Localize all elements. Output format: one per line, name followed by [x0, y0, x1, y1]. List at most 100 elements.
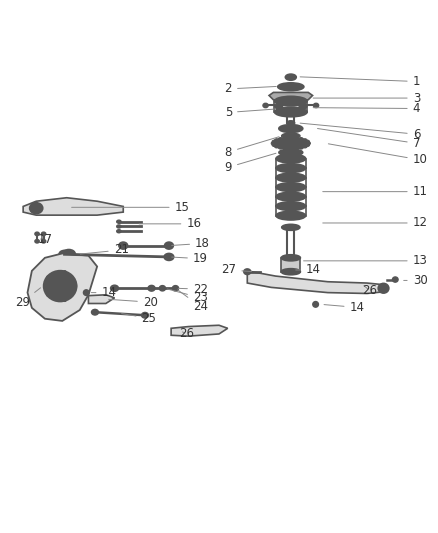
Text: 11: 11 — [323, 185, 427, 198]
Ellipse shape — [59, 251, 70, 258]
Ellipse shape — [294, 147, 298, 150]
Polygon shape — [269, 92, 313, 100]
Ellipse shape — [49, 276, 71, 296]
Ellipse shape — [381, 286, 386, 290]
Ellipse shape — [165, 242, 173, 249]
Text: 14: 14 — [91, 286, 117, 299]
Text: 16: 16 — [139, 217, 201, 230]
Text: 4: 4 — [313, 102, 420, 115]
Text: 14: 14 — [296, 263, 321, 277]
Polygon shape — [247, 271, 385, 294]
Ellipse shape — [276, 154, 306, 163]
Ellipse shape — [141, 312, 148, 318]
Ellipse shape — [271, 142, 276, 145]
Ellipse shape — [273, 138, 308, 149]
Polygon shape — [88, 295, 115, 303]
Ellipse shape — [276, 192, 306, 201]
Text: 12: 12 — [323, 216, 427, 230]
Text: 1: 1 — [300, 75, 420, 88]
Ellipse shape — [278, 83, 304, 91]
Ellipse shape — [392, 277, 398, 282]
Text: 15: 15 — [72, 201, 190, 214]
Ellipse shape — [62, 249, 75, 259]
Text: 27: 27 — [221, 263, 251, 277]
Bar — [281, 258, 300, 272]
Text: 30: 30 — [404, 274, 427, 287]
Text: 5: 5 — [225, 106, 274, 119]
Ellipse shape — [62, 271, 67, 275]
Text: 17: 17 — [38, 232, 53, 246]
Text: 7: 7 — [318, 128, 420, 150]
Ellipse shape — [263, 103, 268, 108]
Ellipse shape — [275, 107, 307, 117]
Ellipse shape — [35, 232, 39, 236]
Ellipse shape — [378, 284, 389, 293]
Text: 9: 9 — [225, 154, 276, 174]
Ellipse shape — [34, 206, 39, 211]
Text: 10: 10 — [328, 144, 427, 166]
Ellipse shape — [35, 239, 39, 243]
Ellipse shape — [289, 136, 293, 140]
Ellipse shape — [281, 269, 300, 275]
Ellipse shape — [272, 140, 276, 143]
Ellipse shape — [92, 309, 99, 315]
Ellipse shape — [279, 146, 283, 149]
Ellipse shape — [276, 173, 306, 182]
Ellipse shape — [46, 292, 51, 296]
Ellipse shape — [44, 271, 77, 301]
Ellipse shape — [279, 149, 303, 156]
Ellipse shape — [276, 211, 306, 220]
Ellipse shape — [275, 104, 283, 109]
Text: 18: 18 — [172, 237, 210, 250]
Text: 13: 13 — [304, 254, 427, 268]
Ellipse shape — [294, 137, 298, 140]
Ellipse shape — [276, 164, 306, 173]
Ellipse shape — [244, 269, 251, 274]
Text: 21: 21 — [80, 244, 129, 256]
Ellipse shape — [46, 276, 51, 280]
Ellipse shape — [117, 230, 121, 233]
Text: 19: 19 — [172, 252, 208, 265]
Ellipse shape — [306, 142, 311, 145]
Ellipse shape — [283, 137, 288, 140]
Ellipse shape — [83, 290, 89, 295]
Ellipse shape — [280, 140, 302, 147]
Ellipse shape — [72, 284, 77, 288]
Text: 26: 26 — [179, 327, 194, 340]
Ellipse shape — [275, 96, 307, 106]
Polygon shape — [28, 254, 97, 321]
Ellipse shape — [299, 146, 303, 149]
Ellipse shape — [305, 140, 310, 143]
Ellipse shape — [42, 239, 46, 243]
Ellipse shape — [42, 232, 46, 236]
Ellipse shape — [299, 138, 303, 141]
Ellipse shape — [279, 138, 283, 141]
Ellipse shape — [62, 297, 67, 302]
Ellipse shape — [276, 183, 306, 191]
Text: 29: 29 — [15, 288, 41, 309]
Ellipse shape — [164, 254, 174, 261]
Ellipse shape — [119, 242, 127, 249]
Ellipse shape — [303, 139, 307, 142]
Text: 23: 23 — [167, 289, 208, 304]
Ellipse shape — [303, 145, 307, 148]
Text: 3: 3 — [313, 92, 420, 104]
Ellipse shape — [173, 286, 179, 291]
Ellipse shape — [276, 202, 306, 211]
Ellipse shape — [299, 104, 307, 109]
Text: 14: 14 — [324, 301, 364, 314]
Text: 2: 2 — [225, 83, 276, 95]
Ellipse shape — [287, 120, 295, 125]
Ellipse shape — [314, 103, 319, 108]
Ellipse shape — [286, 126, 296, 131]
Ellipse shape — [282, 133, 300, 139]
Ellipse shape — [275, 139, 279, 142]
Ellipse shape — [289, 147, 293, 150]
Text: 24: 24 — [178, 290, 208, 313]
Ellipse shape — [282, 224, 300, 230]
Ellipse shape — [305, 143, 310, 147]
Ellipse shape — [159, 286, 166, 291]
Ellipse shape — [286, 74, 296, 80]
Ellipse shape — [148, 286, 155, 291]
Ellipse shape — [283, 147, 288, 150]
